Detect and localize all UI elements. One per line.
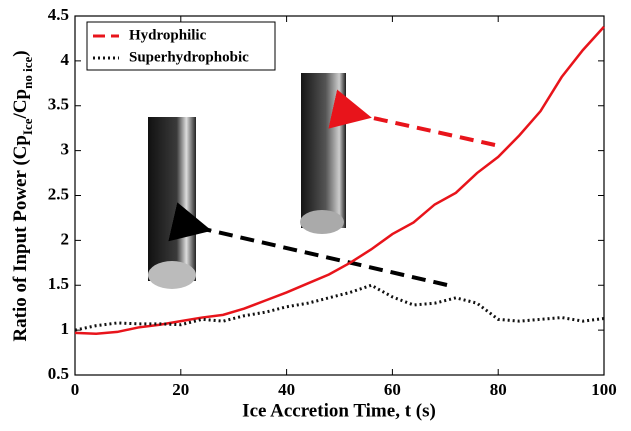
x-tick-label: 0 [71,380,80,399]
legend-box [86,21,276,71]
y-tick-label: 4 [61,50,70,69]
x-tick-label: 80 [490,380,507,399]
x-tick-label: 40 [278,380,295,399]
x-axis-label: Ice Accretion Time, t (s) [242,400,436,421]
arrow [328,89,496,147]
x-tick-label: 100 [591,380,617,399]
series-line [74,283,605,332]
y-tick-label: 2 [61,229,70,248]
legend-label: Hydrophilic [129,27,207,43]
photo-detail [148,261,196,289]
y-label-part: no ice [20,57,35,89]
y-label-part: /Cp [10,89,31,120]
y-tick-label: 3.5 [48,95,69,114]
legend-label: Superhydrophobic [129,49,249,65]
arrow [168,202,448,287]
y-label-part: Ice [20,118,35,135]
y-tick-label: 1 [61,319,70,338]
x-tick-label: 60 [384,380,401,399]
y-tick-label: 3 [61,140,70,159]
y-tick-label: 2.5 [48,184,69,203]
photo-detail [300,210,344,234]
y-tick-label: 1.5 [48,274,69,293]
y-label-part: Ratio of Input Power (Cp [10,135,31,342]
y-axis-label: Ratio of Input Power (CpIce/Cpno ice) [10,50,35,341]
photo [301,73,346,228]
series-line [74,25,605,335]
y-label-part: ) [10,50,31,56]
y-tick-label: 4.5 [48,5,69,24]
x-tick-label: 20 [172,380,189,399]
photo [148,117,196,281]
y-tick-label: 0.5 [48,364,69,383]
